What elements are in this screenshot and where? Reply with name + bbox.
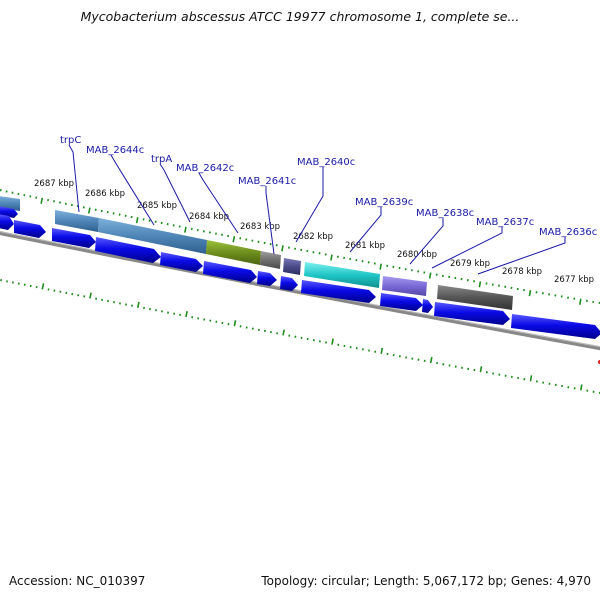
feature-MAB_2642c[interactable] <box>260 251 281 269</box>
cds-arrow[interactable] <box>257 271 277 286</box>
leader-line <box>349 207 382 253</box>
kbp-labels: 2687 kbp 2686 kbp 2685 kbp 2684 kbp 2683… <box>34 179 594 285</box>
feature-track <box>0 196 513 310</box>
feature-MAB_2644c[interactable] <box>98 218 207 254</box>
cds-arrow[interactable] <box>280 276 298 291</box>
major-tick <box>89 292 92 299</box>
gene-label-MAB_2641c[interactable]: MAB_2641c <box>238 176 296 187</box>
major-tick <box>479 366 483 373</box>
cds-arrow[interactable] <box>95 237 161 263</box>
kbp-label: 2686 kbp <box>85 189 125 199</box>
gene-label-MAB_2644c[interactable]: MAB_2644c <box>86 145 144 156</box>
gene-label-MAB_2642c[interactable]: MAB_2642c <box>176 163 234 174</box>
accession-text: Accession: NC_010397 <box>9 574 146 588</box>
major-tick <box>184 226 187 233</box>
outer-tick-ring <box>0 189 600 305</box>
major-tick <box>135 217 139 224</box>
major-tick <box>137 301 140 308</box>
major-tick <box>478 281 482 288</box>
feature-MAB_2640c[interactable] <box>304 262 380 288</box>
major-tick <box>330 254 333 261</box>
major-tick <box>40 197 44 204</box>
map-title: Mycobacterium abscessus ATCC 19977 chrom… <box>80 9 520 24</box>
kbp-label: 2678 kbp <box>502 267 542 277</box>
cds-arrow[interactable] <box>0 214 14 230</box>
major-tick <box>528 290 532 297</box>
cds-arrow[interactable] <box>52 228 96 248</box>
kbp-label: 2682 kbp <box>293 232 333 242</box>
inner-tick-ring <box>0 279 600 394</box>
major-tick <box>380 347 384 354</box>
major-tick <box>87 207 91 214</box>
major-tick <box>185 310 188 318</box>
kbp-label: 2681 kbp <box>345 241 385 251</box>
major-tick <box>429 356 433 364</box>
major-tick <box>41 283 45 290</box>
leader-line <box>409 218 444 265</box>
kbp-label: 2684 kbp <box>189 212 229 222</box>
feature-trpC[interactable] <box>55 210 99 232</box>
feature-trpA[interactable] <box>206 240 261 265</box>
leader-line <box>68 144 80 213</box>
major-tick <box>379 263 382 270</box>
major-tick <box>281 245 284 252</box>
leader-line <box>198 172 239 234</box>
gene-label-MAB_2636c[interactable]: MAB_2636c <box>539 227 597 238</box>
kbp-label: 2680 kbp <box>397 250 437 260</box>
leader-line <box>431 227 503 269</box>
feature-MAB_2639c[interactable] <box>382 276 427 296</box>
gene-label-MAB_2638c[interactable]: MAB_2638c <box>416 208 474 219</box>
cds-arrow[interactable] <box>380 293 423 311</box>
cds-arrow[interactable] <box>434 302 510 325</box>
major-tick <box>232 236 236 243</box>
gene-label-MAB_2637c[interactable]: MAB_2637c <box>476 217 534 228</box>
cds-arrow[interactable] <box>0 206 18 218</box>
gene-label-MAB_2640c[interactable]: MAB_2640c <box>297 157 355 168</box>
cds-arrow[interactable] <box>203 261 257 283</box>
major-tick <box>428 272 432 279</box>
leader-line <box>477 237 566 275</box>
cds-arrow[interactable] <box>422 299 433 313</box>
cds-arrow[interactable] <box>14 220 46 238</box>
cds-track <box>0 206 600 339</box>
kbp-label: 2685 kbp <box>137 201 177 211</box>
kbp-label: 2679 kbp <box>450 259 490 269</box>
major-tick <box>580 384 583 391</box>
major-tick <box>529 375 533 382</box>
kbp-label: 2683 kbp <box>240 222 280 232</box>
leader-line <box>159 163 191 223</box>
feature-MAB_2638c[interactable] <box>437 285 513 310</box>
leader-line <box>110 154 155 226</box>
major-tick <box>233 320 237 327</box>
cds-arrow[interactable] <box>301 280 376 303</box>
label-leader-lines <box>68 144 566 275</box>
major-tick <box>579 298 582 305</box>
leader-line <box>295 167 324 243</box>
major-tick <box>282 329 285 336</box>
genome-summary-text: Topology: circular; Length: 5,067,172 bp… <box>261 574 591 588</box>
gene-label-MAB_2639c[interactable]: MAB_2639c <box>355 197 413 208</box>
minor-tick <box>23 193 26 197</box>
gene-label-trpA[interactable]: trpA <box>151 154 172 165</box>
cds-arrow[interactable] <box>160 252 203 272</box>
gene-labels: trpC MAB_2644c trpA MAB_2642c MAB_2641c … <box>60 135 597 238</box>
major-tick <box>331 338 334 345</box>
cds-arrow[interactable] <box>511 314 600 339</box>
feature-MAB_2641c[interactable] <box>283 258 301 275</box>
gene-label-trpC[interactable]: trpC <box>60 135 81 146</box>
kbp-label: 2687 kbp <box>34 179 74 189</box>
chromosome-backbone <box>0 231 600 351</box>
kbp-label: 2677 kbp <box>554 275 594 285</box>
leader-line <box>265 186 275 255</box>
